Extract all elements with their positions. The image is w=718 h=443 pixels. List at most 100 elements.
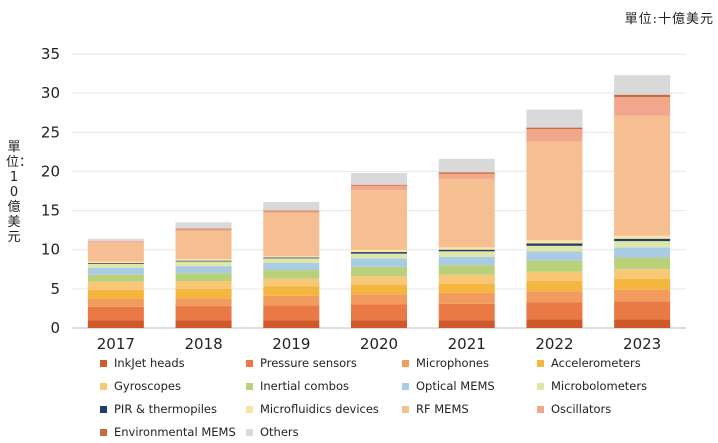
bar-segment — [614, 247, 671, 258]
bar-segment — [351, 249, 407, 253]
legend-item: Microfluidics devices — [246, 402, 379, 416]
bar-segment — [438, 178, 495, 248]
bar-segment — [175, 281, 232, 289]
bar-segment — [526, 271, 583, 282]
bar-segment — [438, 265, 495, 275]
bar-segment — [351, 276, 407, 285]
x-tick-label: 2022 — [535, 335, 573, 353]
bar-segment — [87, 320, 144, 328]
bar-segment — [526, 302, 583, 320]
legend-label: Microfluidics devices — [260, 402, 379, 416]
bar-segment — [614, 278, 671, 290]
legend-swatch — [402, 382, 409, 390]
bar-segment — [351, 172, 407, 185]
legend-item: PIR & thermopiles — [100, 402, 217, 416]
bar-segment — [526, 281, 583, 292]
bar-segment — [351, 320, 407, 328]
legend-item: Environmental MEMS — [100, 425, 236, 439]
unit-note: 單位:十億美元 — [624, 12, 714, 27]
legend-item: Microbolometers — [537, 379, 647, 393]
bar-segment — [351, 185, 407, 191]
y-tick-label: 20 — [41, 162, 60, 180]
bar-segment — [438, 256, 495, 266]
bar-segment — [526, 319, 583, 328]
legend-label: Oscillators — [551, 402, 612, 416]
legend-swatch — [246, 405, 253, 413]
x-tick-label: 2023 — [623, 335, 661, 353]
y-tick-label: 0 — [50, 319, 60, 337]
bar-segment — [175, 230, 232, 260]
legend-label: Pressure sensors — [260, 356, 357, 370]
legend-label: RF MEMS — [416, 402, 469, 416]
bar-segment — [175, 259, 232, 261]
bar-segment — [87, 241, 144, 243]
x-tick-label: 2018 — [184, 335, 222, 353]
bar-segment — [614, 94, 671, 98]
bar-segment — [526, 291, 583, 303]
bar-segment — [614, 319, 671, 328]
legend-swatch — [537, 359, 544, 367]
bar-segment — [614, 269, 671, 279]
bar-segment — [526, 260, 583, 272]
x-tick-labels: 2017 2018 2019 2020 2021 2022 2023 — [97, 335, 661, 353]
bar-segment — [263, 257, 320, 259]
bar-segment — [175, 320, 232, 328]
bar-segment — [263, 278, 320, 287]
bar-segment — [175, 273, 232, 282]
legend-label: InkJet heads — [114, 356, 185, 370]
bar-segment — [614, 238, 671, 242]
bar-segment — [614, 75, 671, 95]
bar-segment — [263, 201, 320, 211]
bar-segment — [526, 243, 583, 246]
legend-swatch — [246, 382, 253, 390]
bar-segment — [263, 210, 320, 212]
bar-segment — [438, 249, 495, 252]
bar-segment — [351, 252, 407, 254]
bar-segment — [87, 281, 144, 290]
bar-segment — [526, 245, 583, 252]
bar-segment — [438, 173, 495, 179]
x-tick-label: 2020 — [360, 335, 398, 353]
legend-item: RF MEMS — [402, 402, 469, 416]
bar-segment — [614, 301, 671, 320]
bar-segment — [351, 294, 407, 305]
bar-segment — [263, 258, 320, 264]
bar-segment — [263, 255, 320, 258]
bar-segment — [87, 238, 144, 242]
x-tick-label: 2019 — [272, 335, 310, 353]
bar-segment — [175, 229, 232, 231]
bar-segment — [438, 274, 495, 284]
bar-segment — [614, 257, 671, 270]
bar-segment — [263, 263, 320, 271]
legend-swatch — [100, 382, 107, 390]
legend-label: Environmental MEMS — [114, 425, 236, 439]
bar-segment — [175, 228, 232, 230]
bar-segment — [438, 172, 495, 174]
bar-segment — [87, 263, 144, 264]
y-tick-labels: 0 5 10 15 20 25 30 35 — [41, 45, 60, 337]
legend-label: Optical MEMS — [416, 379, 495, 393]
x-tick-label: 2021 — [448, 335, 486, 353]
bar-segment — [351, 258, 407, 267]
y-tick-label: 30 — [41, 84, 60, 102]
bar-segment — [351, 190, 407, 250]
bar-segment — [263, 270, 320, 279]
legend-item: Microphones — [402, 356, 489, 370]
bar-segment — [87, 299, 144, 307]
legend-item: Accelerometers — [537, 356, 641, 370]
bar-segment — [87, 267, 144, 275]
bar-segment — [175, 261, 232, 267]
bar-segment — [438, 283, 495, 293]
legend-item: InkJet heads — [100, 356, 185, 370]
bar-segment — [438, 251, 495, 257]
bar-segment — [351, 184, 407, 186]
bar-segment — [614, 289, 671, 302]
bar-segment — [263, 212, 320, 256]
legend-item: Others — [246, 425, 299, 439]
x-tick-label: 2017 — [97, 335, 135, 353]
legend-item: Oscillators — [537, 402, 611, 416]
y-tick-label: 15 — [41, 202, 60, 220]
bar-segment — [87, 242, 144, 262]
bar-segment — [87, 274, 144, 282]
